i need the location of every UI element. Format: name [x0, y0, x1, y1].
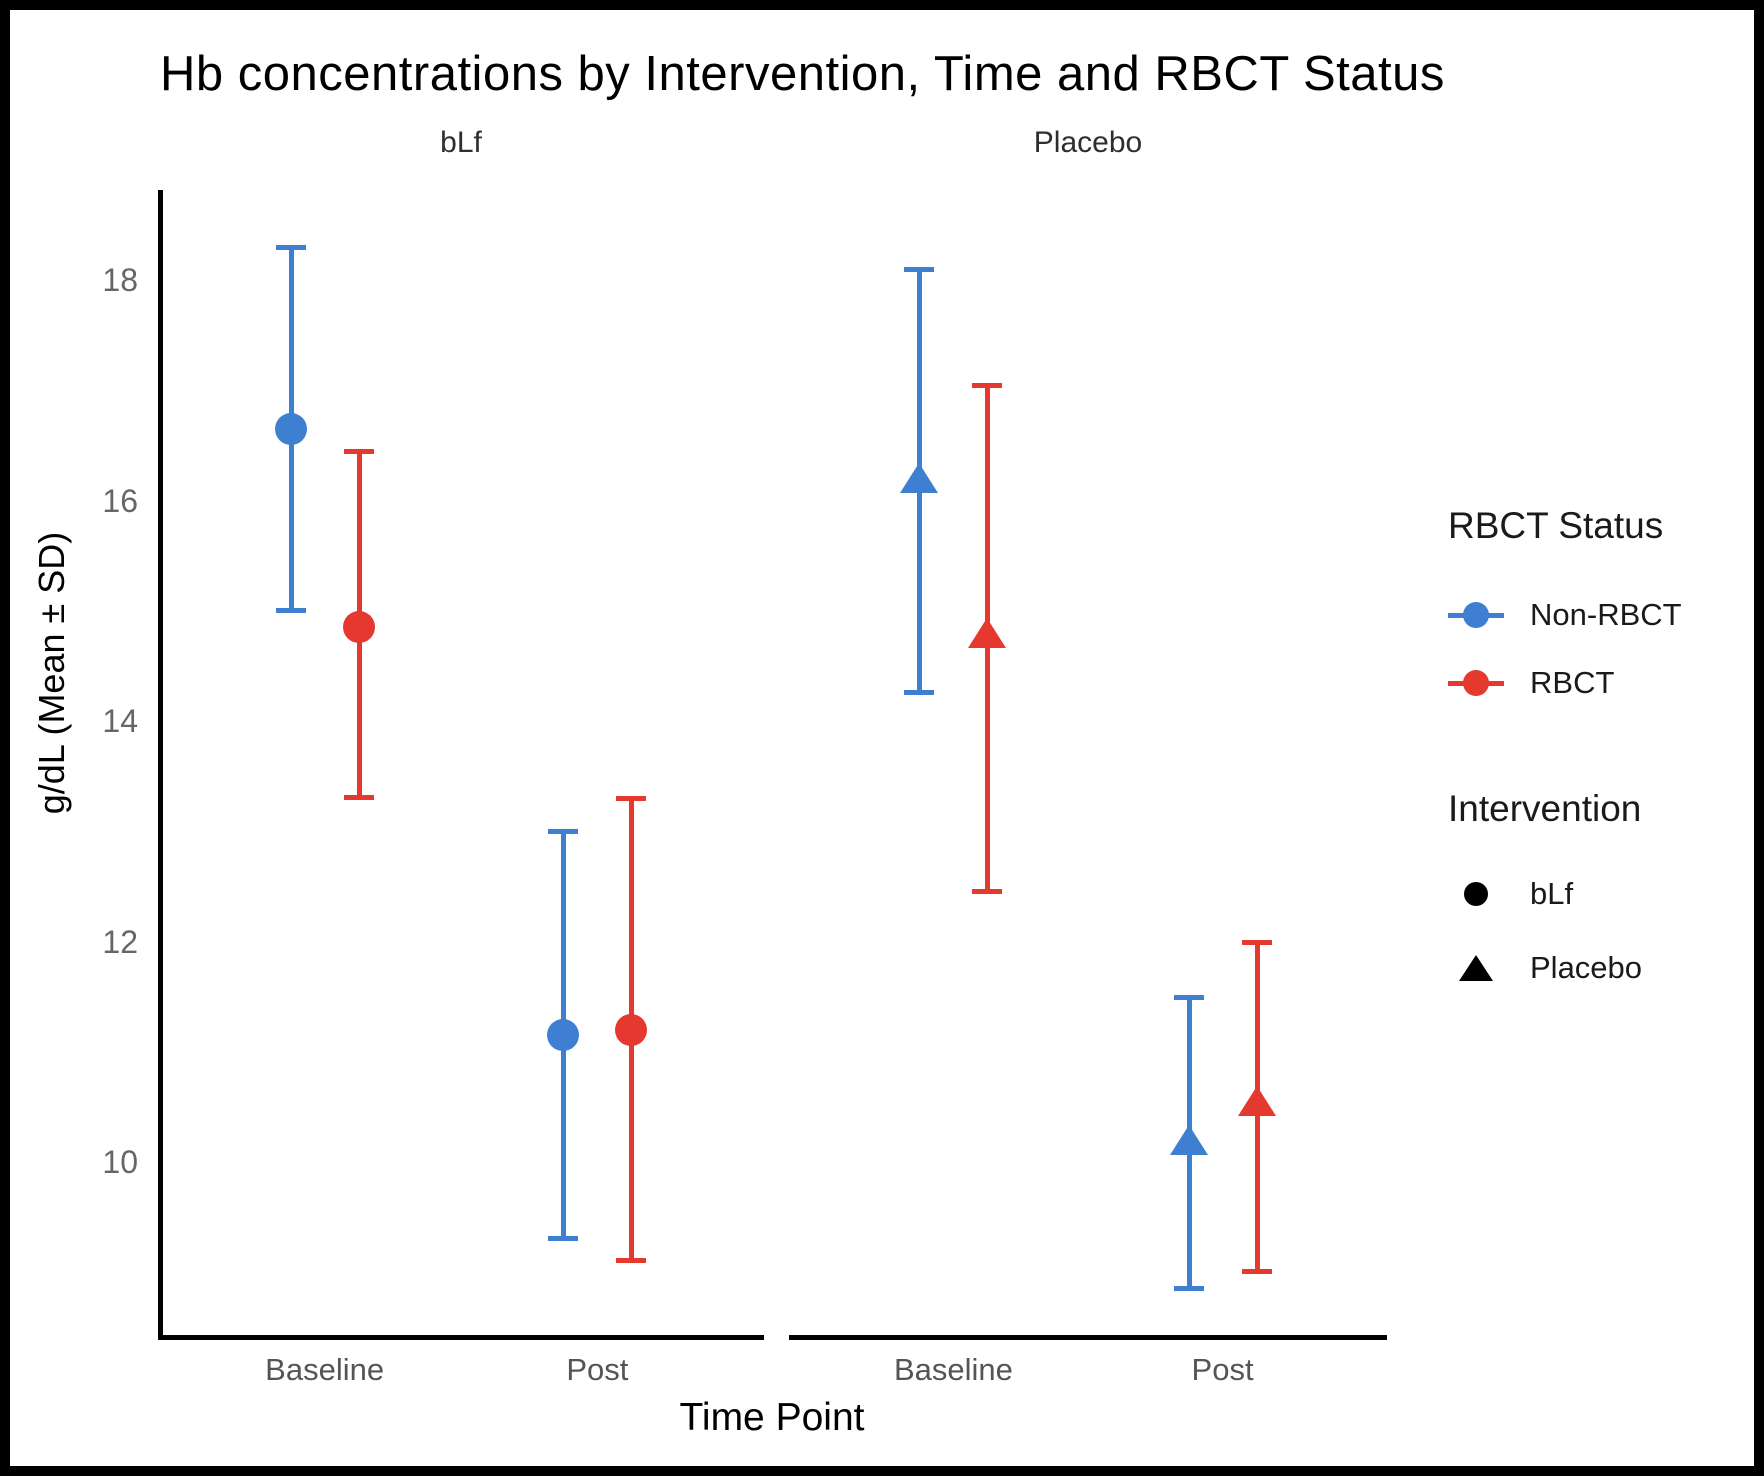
error-bar-cap-top: [275, 244, 306, 250]
error-bar-cap-top: [1173, 994, 1204, 1000]
mean-point-triangle: [968, 617, 1007, 648]
legend-item-rbct: RBCT: [1448, 661, 1614, 705]
error-bar-cap-top: [904, 266, 935, 272]
error-bar-cap-bottom: [904, 690, 935, 696]
error-bar-cap-top: [616, 796, 647, 802]
y-tick-label: 14: [102, 703, 138, 739]
y-axis-title: g/dL (Mean ± SD): [31, 531, 72, 815]
x-tick-label: Baseline: [893, 1352, 1013, 1387]
legend-label-rbct: RBCT: [1530, 665, 1615, 700]
x-tick-label: Post: [1191, 1352, 1254, 1387]
mean-point-circle: [342, 611, 375, 644]
legend-title-rbct-status: RBCT Status: [1448, 505, 1664, 546]
triangle-marker-icon: [1448, 952, 1504, 984]
error-bar-cap-bottom: [1241, 1269, 1272, 1275]
facet-label-placebo: Placebo: [1033, 126, 1143, 159]
x-axis-line: [158, 1335, 764, 1340]
error-bar-cap-bottom: [616, 1258, 647, 1264]
legend-label-blf: bLf: [1530, 876, 1574, 911]
mean-point-triangle: [1169, 1124, 1208, 1155]
y-tick-label: 16: [102, 482, 138, 519]
legend-item-non-rbct: Non-RBCT: [1448, 593, 1682, 637]
y-tick-label: 10: [102, 1144, 138, 1180]
error-bar-cap-bottom: [1173, 1285, 1204, 1291]
chart-title: Hb concentrations by Intervention, Time …: [160, 47, 1445, 101]
mean-point-triangle: [900, 463, 939, 494]
error-bar-cap-top: [1241, 939, 1272, 945]
legend-label-non-rbct: Non-RBCT: [1530, 597, 1682, 632]
error-bar-cap-bottom: [275, 607, 306, 613]
legend-item-blf: bLf: [1448, 872, 1573, 916]
y-axis-line: [158, 190, 163, 1340]
error-bar-cap-bottom: [972, 888, 1003, 894]
x-axis-line: [789, 1335, 1387, 1340]
y-tick-label: 12: [102, 923, 138, 960]
error-bar-cap-top: [548, 829, 579, 835]
facet-label-blf: bLf: [440, 126, 482, 159]
x-tick-label: Baseline: [265, 1352, 385, 1387]
rbct-pointrange-icon: [1448, 667, 1504, 699]
x-tick-label: Post: [566, 1352, 629, 1387]
mean-point-circle: [547, 1019, 580, 1052]
error-bar-cap-top: [972, 382, 1003, 388]
circle-marker-icon: [1448, 878, 1504, 910]
mean-point-circle: [274, 412, 307, 445]
y-tick-label: 18: [102, 262, 138, 298]
mean-point-circle: [615, 1013, 648, 1046]
error-bar-cap-bottom: [343, 795, 374, 801]
non-rbct-pointrange-icon: [1448, 599, 1504, 631]
error-bar-cap-bottom: [548, 1236, 579, 1242]
legend-title-intervention: Intervention: [1448, 788, 1642, 829]
mean-point-triangle: [1237, 1086, 1276, 1117]
legend-item-placebo: Placebo: [1448, 946, 1642, 990]
legend-label-placebo: Placebo: [1530, 950, 1643, 985]
error-bar-cap-top: [343, 448, 374, 454]
x-axis-title: Time Point: [679, 1396, 865, 1439]
